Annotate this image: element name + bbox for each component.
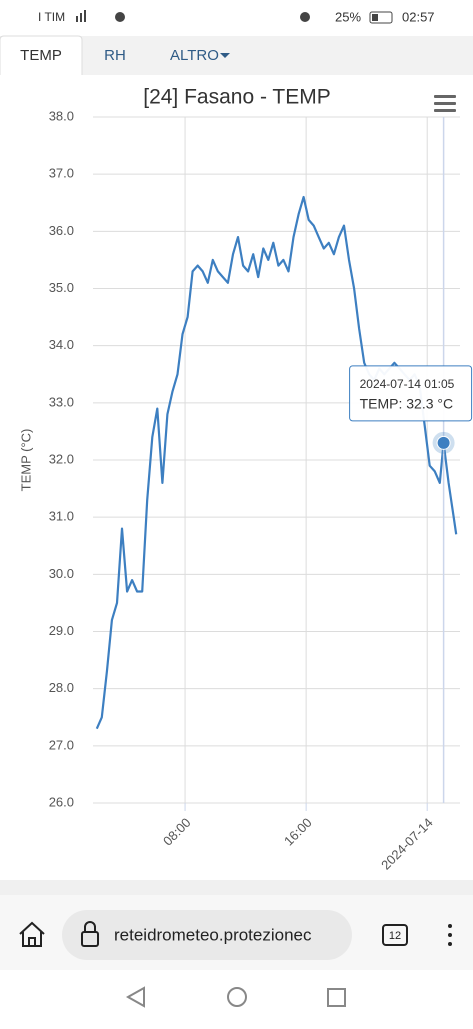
- tooltip: [349, 365, 473, 422]
- battery: 25%: [335, 9, 361, 24]
- signal-icons: [76, 10, 310, 22]
- y-tick-label: 33.0: [49, 394, 74, 409]
- y-tick-label: 29.0: [49, 623, 74, 638]
- active-tab[interactable]: [0, 35, 83, 75]
- y-tick-label: 28.0: [49, 680, 74, 695]
- chart-title: [24] Fasano - TEMP: [143, 86, 331, 109]
- menu-icon[interactable]: [434, 95, 456, 112]
- y-tick-label: 27.0: [49, 737, 74, 752]
- clock: 02:57: [402, 9, 435, 24]
- nav-recent[interactable]: [327, 988, 346, 1007]
- carrier: I TIM: [38, 10, 65, 24]
- tab[interactable]: TEMP: [20, 47, 62, 64]
- y-tick-label: 34.0: [49, 337, 74, 352]
- y-axis-title: TEMP (°C): [18, 429, 33, 492]
- home-icon[interactable]: [19, 921, 45, 947]
- url-field[interactable]: [62, 910, 352, 960]
- tabs-button[interactable]: [382, 924, 408, 946]
- tab[interactable]: RH: [104, 47, 126, 64]
- nav-back[interactable]: [125, 986, 145, 1008]
- divider: [0, 880, 473, 895]
- y-tick-label: 37.0: [49, 166, 74, 181]
- highlight-point: [436, 435, 451, 450]
- lock-icon: [81, 931, 99, 947]
- y-tick-label: 36.0: [49, 223, 74, 238]
- nav-home[interactable]: [227, 987, 247, 1007]
- overflow-menu[interactable]: [448, 924, 452, 946]
- tooltip-title: 2024-07-14 01:05: [360, 377, 455, 391]
- y-tick-label: 35.0: [49, 280, 74, 295]
- y-tick-label: 26.0: [49, 794, 74, 809]
- y-tick-label: 31.0: [49, 509, 74, 524]
- url[interactable]: reteidrometeo.protezionec: [114, 925, 312, 944]
- y-tick-label: 30.0: [49, 566, 74, 581]
- lock-shackle: [84, 921, 96, 932]
- battery-level: [372, 14, 378, 21]
- dropdown-arrow: [220, 53, 230, 58]
- tooltip-text: TEMP: 32.3 °C: [360, 396, 454, 412]
- y-tick-label: 38.0: [49, 108, 74, 123]
- y-tick-label: 32.0: [49, 451, 74, 466]
- battery-icon: [369, 11, 393, 24]
- tab-count[interactable]: 12: [389, 930, 401, 942]
- tab[interactable]: ALTRO: [170, 47, 219, 64]
